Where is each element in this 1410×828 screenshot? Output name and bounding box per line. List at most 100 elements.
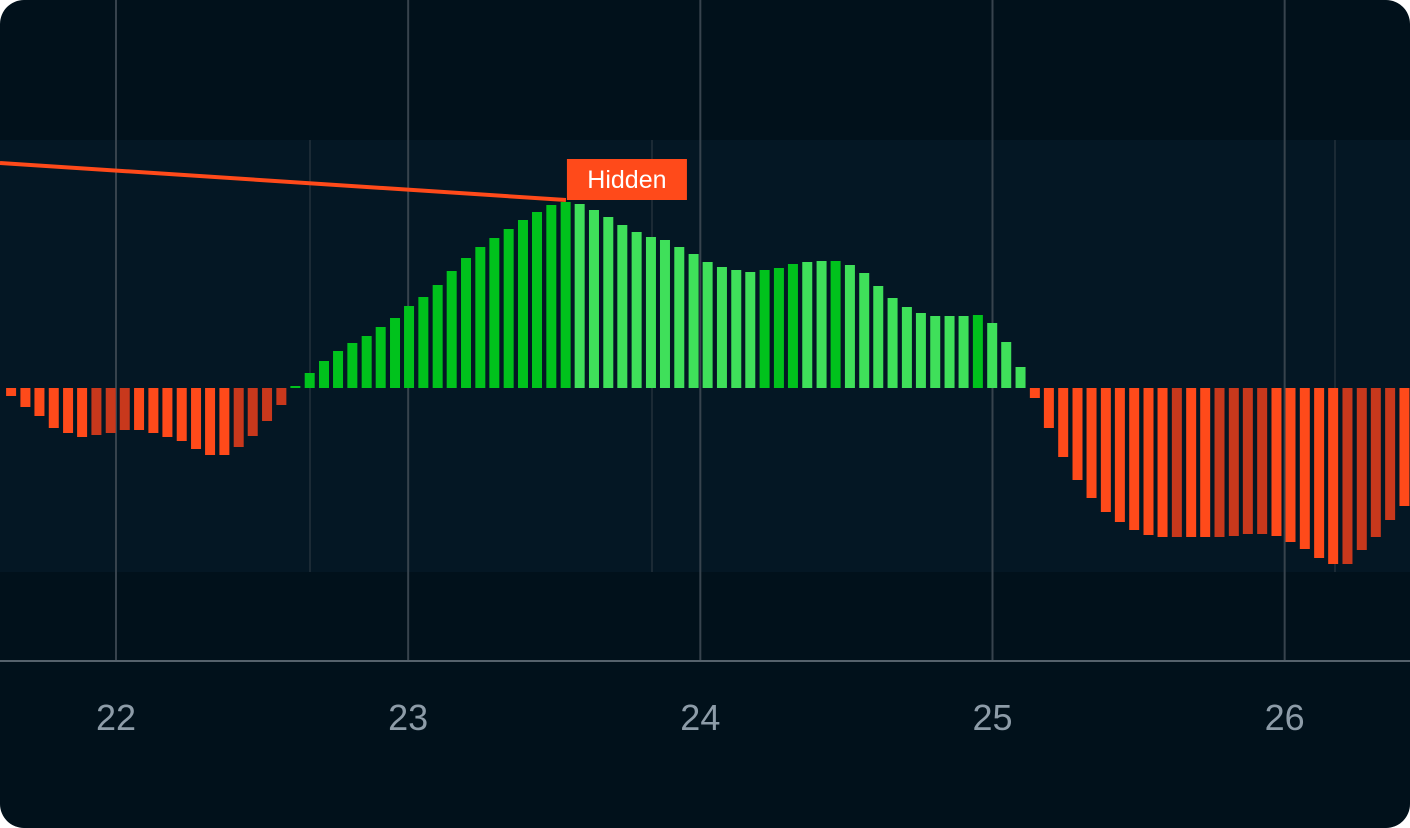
bar bbox=[944, 316, 955, 388]
bar bbox=[290, 386, 301, 388]
bar bbox=[1328, 388, 1339, 564]
bar bbox=[1186, 388, 1197, 537]
bar bbox=[262, 388, 273, 421]
bar bbox=[1342, 388, 1353, 564]
bar bbox=[603, 217, 614, 388]
bar bbox=[659, 240, 670, 388]
bar bbox=[901, 307, 912, 388]
x-tick-label: 23 bbox=[388, 697, 428, 738]
bar bbox=[859, 273, 870, 388]
bar bbox=[63, 388, 74, 433]
bar bbox=[745, 272, 756, 388]
bar bbox=[77, 388, 88, 437]
bar bbox=[873, 286, 884, 388]
bar bbox=[802, 262, 813, 388]
bar bbox=[418, 297, 429, 388]
bar bbox=[1285, 388, 1296, 542]
bar bbox=[475, 247, 486, 388]
bar bbox=[134, 388, 145, 430]
bar bbox=[1143, 388, 1154, 535]
bar bbox=[887, 298, 898, 388]
bar bbox=[20, 388, 31, 407]
bar bbox=[517, 220, 528, 388]
bar bbox=[1385, 388, 1396, 520]
bar bbox=[702, 262, 713, 388]
bar bbox=[319, 361, 330, 388]
bar bbox=[716, 267, 727, 388]
bar bbox=[162, 388, 173, 437]
bar bbox=[219, 388, 230, 455]
bar bbox=[1043, 388, 1054, 428]
bar bbox=[617, 225, 628, 388]
bar bbox=[844, 265, 855, 388]
x-tick-label: 24 bbox=[680, 697, 720, 738]
bar bbox=[1058, 388, 1069, 457]
bar bbox=[347, 343, 358, 388]
x-tick-label: 22 bbox=[96, 697, 136, 738]
bar bbox=[1114, 388, 1125, 522]
bar bbox=[1299, 388, 1310, 549]
x-tick-label: 26 bbox=[1265, 697, 1305, 738]
bar bbox=[1100, 388, 1111, 512]
bar bbox=[1001, 342, 1012, 388]
bar bbox=[48, 388, 59, 428]
bar bbox=[773, 268, 784, 388]
bar bbox=[1129, 388, 1140, 530]
bar bbox=[1157, 388, 1168, 537]
trend-line bbox=[0, 161, 567, 202]
bar bbox=[34, 388, 45, 416]
bar bbox=[503, 229, 514, 388]
bar bbox=[574, 204, 585, 388]
bar bbox=[1399, 388, 1410, 506]
x-tick-label: 25 bbox=[972, 697, 1012, 738]
bar bbox=[148, 388, 159, 433]
annotation-label: Hidden bbox=[587, 166, 666, 194]
bar bbox=[972, 315, 983, 388]
bar bbox=[645, 237, 656, 388]
bar bbox=[390, 318, 401, 388]
bar bbox=[588, 210, 599, 388]
bar bbox=[375, 327, 386, 388]
bar bbox=[915, 313, 926, 388]
bar bbox=[1314, 388, 1325, 558]
bar bbox=[1271, 388, 1282, 536]
bar bbox=[1171, 388, 1182, 537]
bar bbox=[1356, 388, 1367, 550]
bar bbox=[304, 373, 315, 388]
bar bbox=[759, 270, 770, 388]
bar bbox=[361, 336, 372, 388]
bar bbox=[631, 232, 642, 388]
bar bbox=[546, 205, 557, 388]
bar bbox=[987, 323, 998, 388]
bar bbox=[176, 388, 187, 441]
bar bbox=[688, 254, 699, 388]
bar bbox=[958, 316, 969, 388]
bar bbox=[461, 258, 472, 388]
bar bbox=[333, 351, 344, 388]
bar bbox=[404, 306, 415, 388]
bar bbox=[489, 238, 500, 388]
bar bbox=[1029, 388, 1040, 398]
bar bbox=[930, 316, 941, 388]
bar bbox=[1242, 388, 1253, 534]
bar bbox=[1228, 388, 1239, 536]
bar bbox=[830, 261, 841, 388]
bar bbox=[731, 270, 742, 388]
bar bbox=[205, 388, 216, 455]
bar bbox=[1370, 388, 1381, 537]
bar bbox=[1200, 388, 1211, 537]
bar bbox=[233, 388, 244, 447]
bar bbox=[532, 212, 543, 388]
bar bbox=[105, 388, 116, 433]
bar bbox=[432, 285, 443, 388]
bar bbox=[816, 261, 827, 388]
bar bbox=[1015, 367, 1026, 388]
bar bbox=[119, 388, 130, 430]
bar bbox=[446, 271, 457, 388]
bar bbox=[1214, 388, 1225, 537]
bar bbox=[1257, 388, 1268, 534]
bar bbox=[674, 247, 685, 388]
bar bbox=[6, 388, 17, 396]
bar bbox=[91, 388, 102, 435]
